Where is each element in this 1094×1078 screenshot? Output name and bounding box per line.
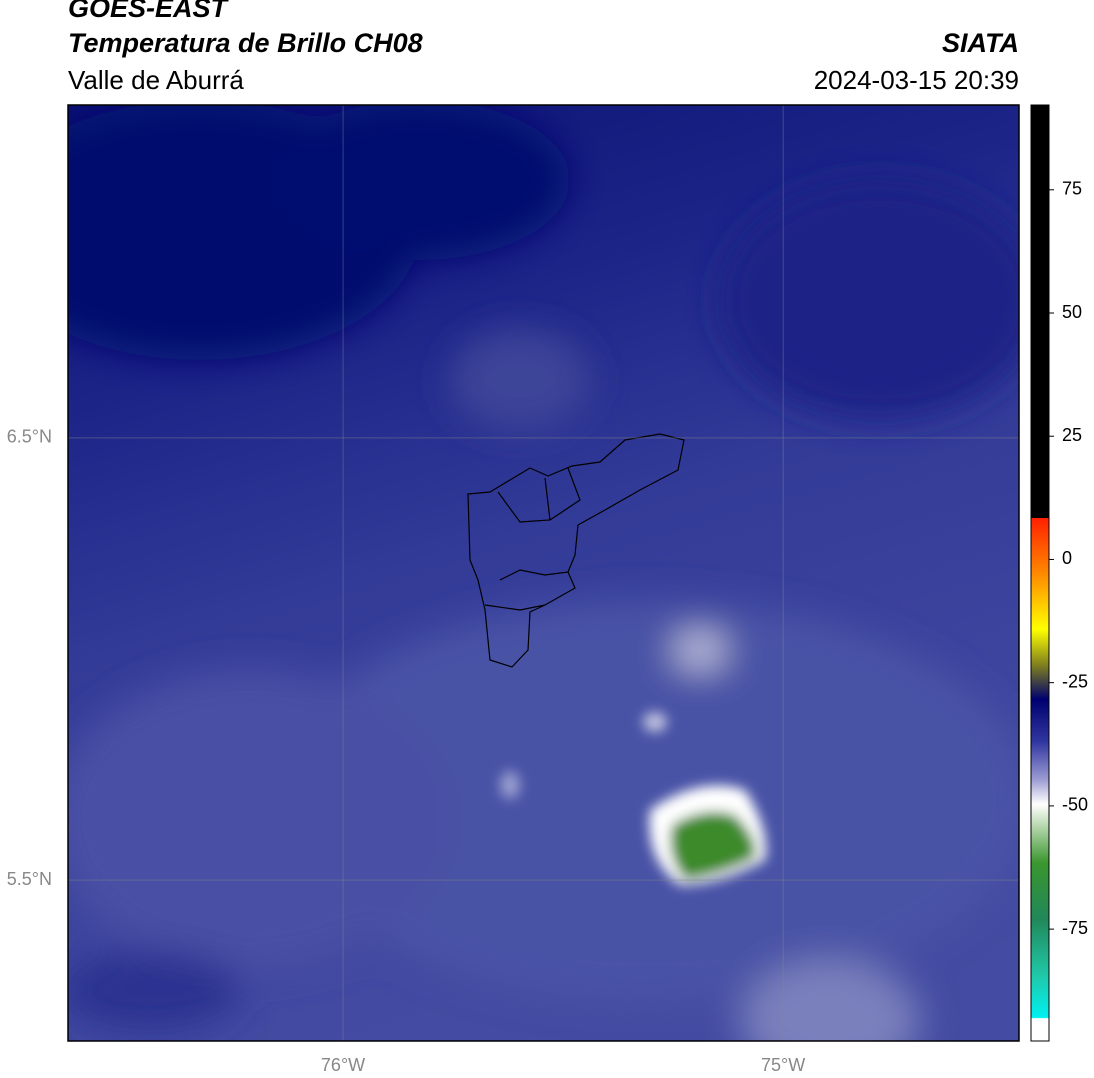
datetime: 2024-03-15 20:39	[814, 65, 1019, 95]
y-tick-label: 6.5°N	[7, 427, 52, 447]
colorbar-tick-label: 25	[1062, 425, 1082, 445]
source: SIATA	[942, 28, 1019, 58]
colorbar-tick-label: 50	[1062, 302, 1082, 322]
colorbar-tick-label: -50	[1062, 795, 1088, 815]
y-tick-label: 5.5°N	[7, 869, 52, 889]
colorbar-tick-label: 75	[1062, 179, 1082, 199]
product: Temperatura de Brillo CH08	[68, 28, 423, 58]
x-tick-label: 76°W	[321, 1055, 365, 1075]
x-tick-label: 75°W	[761, 1055, 805, 1075]
satellite: GOES-EAST	[68, 0, 230, 23]
gridlines	[68, 105, 1019, 1041]
region: Valle de Aburrá	[68, 65, 244, 95]
colorbar	[1030, 104, 1050, 1042]
colorbar-tick-label: 0	[1062, 548, 1072, 568]
colorbar-tick-label: -75	[1062, 918, 1088, 938]
map-frame	[67, 104, 1020, 1042]
boundaries	[467, 433, 685, 668]
map-image	[68, 105, 1019, 1041]
colorbar-tick-label: -25	[1062, 671, 1088, 691]
